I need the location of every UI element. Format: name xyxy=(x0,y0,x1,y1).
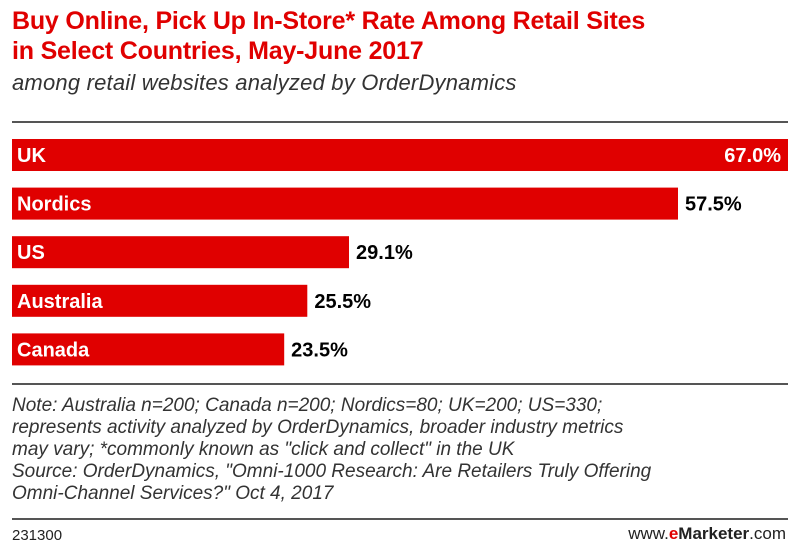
top-divider xyxy=(12,121,788,123)
source-line-2: Omni-Channel Services?" Oct 4, 2017 xyxy=(12,483,334,504)
note-line-1: Note: Australia n=200; Canada n=200; Nor… xyxy=(12,395,603,416)
brand-prefix: www. xyxy=(628,524,669,543)
chart-subtitle: among retail websites analyzed by OrderD… xyxy=(12,70,517,95)
brand-name: Marketer xyxy=(678,524,750,543)
value-label-australia: 25.5% xyxy=(314,291,371,313)
category-label-nordics: Nordics xyxy=(17,194,91,216)
chart-title: Buy Online, Pick Up In-Store* Rate Among… xyxy=(12,6,792,66)
brand-e: e xyxy=(668,524,679,543)
chart-title-line-2: in Select Countries, May-June 2017 xyxy=(12,37,424,65)
brand-suffix: .com xyxy=(749,524,786,543)
bar-uk xyxy=(12,139,788,171)
bar-us xyxy=(12,236,349,269)
value-label-uk: 67.0% xyxy=(724,145,781,167)
middle-divider xyxy=(12,383,788,385)
note-line-2: represents activity analyzed by OrderDyn… xyxy=(12,417,624,438)
chart-title-line-1: Buy Online, Pick Up In-Store* Rate Among… xyxy=(12,7,646,35)
category-label-us: US xyxy=(17,242,45,264)
source-line-1: Source: OrderDynamics, "Omni-1000 Resear… xyxy=(12,461,652,482)
bar-canada xyxy=(12,333,285,366)
note-line-3: may vary; *commonly known as "click and … xyxy=(12,439,515,460)
bottom-divider xyxy=(12,518,788,520)
emarketer-logo: www.eMarketer.com xyxy=(628,524,786,544)
bar-nordics xyxy=(12,187,678,220)
category-label-australia: Australia xyxy=(17,291,103,313)
bar-chart: UK 67.0% Nordics 57.5% US 29.1% Australia 25.5%… xyxy=(12,139,788,366)
bar-australia xyxy=(12,284,308,317)
category-label-uk: UK xyxy=(17,145,46,167)
value-label-nordics: 57.5% xyxy=(685,194,742,216)
chart-id: 231300 xyxy=(12,527,63,544)
note-block: Note: Australia n=200; Canada n=200; Nor… xyxy=(12,395,792,505)
category-label-canada: Canada xyxy=(17,339,90,361)
value-label-canada: 23.5% xyxy=(291,339,348,361)
value-label-us: 29.1% xyxy=(356,242,413,264)
